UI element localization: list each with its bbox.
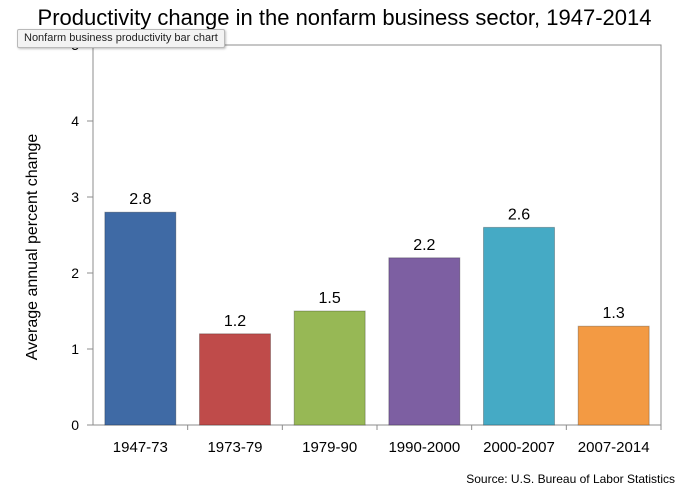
data-label: 1.2 bbox=[224, 313, 246, 330]
y-tick-label: 4 bbox=[71, 113, 79, 129]
data-label: 2.8 bbox=[129, 191, 151, 208]
x-tick-label: 1947-73 bbox=[113, 439, 168, 456]
bar bbox=[104, 211, 177, 426]
plot-frame bbox=[92, 44, 662, 426]
y-tick-label: 0 bbox=[71, 417, 79, 433]
x-tick-label: 1990-2000 bbox=[388, 439, 460, 456]
bar bbox=[199, 333, 271, 426]
x-tick-label: 1979-90 bbox=[302, 439, 357, 456]
x-tick-label: 2000-2007 bbox=[483, 439, 555, 456]
data-label: 2.2 bbox=[413, 237, 435, 254]
bar bbox=[577, 325, 650, 426]
y-tick-label: 3 bbox=[71, 189, 79, 205]
data-label: 2.6 bbox=[508, 206, 530, 223]
chart-tooltip: Nonfarm business productivity bar chart bbox=[17, 29, 225, 48]
y-tick-label: 1 bbox=[71, 341, 79, 357]
bar bbox=[388, 257, 461, 426]
x-tick-label: 2007-2014 bbox=[578, 439, 650, 456]
data-label: 1.3 bbox=[603, 305, 625, 322]
bar bbox=[293, 310, 366, 426]
x-tick-label: 1973-79 bbox=[207, 439, 262, 456]
y-axis-label: Average annual percent change bbox=[24, 134, 41, 361]
source-note: Source: U.S. Bureau of Labor Statistics bbox=[466, 472, 675, 486]
data-label: 1.5 bbox=[319, 290, 341, 307]
chart-title: Productivity change in the nonfarm busin… bbox=[37, 5, 652, 30]
bar bbox=[483, 226, 555, 426]
y-tick-label: 2 bbox=[71, 265, 79, 281]
